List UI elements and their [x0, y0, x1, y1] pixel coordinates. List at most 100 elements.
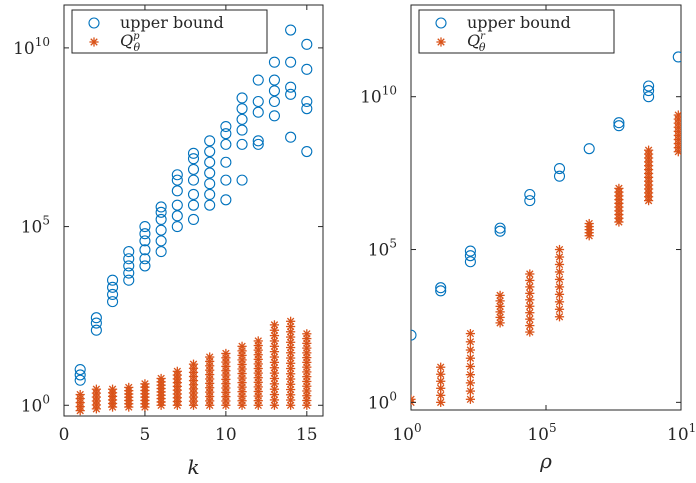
- upper-bound-point: [268, 56, 280, 68]
- q-theta-point: [525, 295, 535, 305]
- q-theta-point: [411, 394, 416, 404]
- upper-bound-point: [464, 245, 476, 257]
- q-theta-point: [269, 341, 280, 351]
- upper-bound-point: [301, 63, 313, 75]
- q-theta-point: [554, 244, 565, 255]
- q-theta-point: [554, 289, 565, 299]
- upper-bound-point: [285, 56, 297, 68]
- upper-bound-point: [171, 210, 183, 222]
- q-theta-point: [584, 218, 594, 229]
- upper-bound-point: [301, 145, 313, 158]
- x-tick-label: 105: [527, 421, 556, 445]
- q-theta-point: [465, 328, 475, 339]
- upper-bound-point: [171, 169, 183, 181]
- axes-frame: [410, 4, 682, 411]
- upper-bound-point: [204, 145, 216, 158]
- upper-bound-point: [74, 374, 86, 386]
- q-theta-point: [436, 362, 446, 372]
- upper-bound-point: [107, 274, 119, 286]
- upper-bound-point: [268, 110, 280, 122]
- upper-bound-point: [268, 85, 280, 97]
- upper-bound-point: [285, 24, 297, 36]
- upper-bound-point: [236, 124, 248, 136]
- q-theta-point: [554, 297, 565, 307]
- upper-bound-point: [123, 267, 135, 279]
- upper-bound-point: [583, 143, 595, 155]
- q-theta-point: [269, 352, 280, 362]
- q-theta-point: [614, 183, 624, 193]
- upper-bound-point: [187, 147, 200, 159]
- upper-bound-point: [139, 260, 151, 272]
- upper-bound-point: [90, 324, 102, 336]
- q-theta-point: [269, 400, 280, 410]
- upper-bound-point: [187, 213, 200, 225]
- y-tick-label: 105: [368, 237, 397, 261]
- upper-bound-point: [285, 88, 297, 100]
- legend-box: [418, 9, 615, 54]
- upper-bound-point: [252, 74, 264, 86]
- upper-bound-point: [613, 117, 625, 129]
- y-tick-label: 1010: [360, 84, 397, 108]
- upper-bound-point: [252, 106, 264, 118]
- upper-bound-point: [301, 95, 313, 108]
- q-theta-point: [436, 390, 446, 400]
- upper-bound-point: [268, 95, 280, 108]
- upper-bound-point: [155, 206, 167, 218]
- upper-bound-point: [435, 282, 447, 294]
- upper-bound-point: [236, 113, 248, 125]
- upper-bound-point: [204, 167, 216, 179]
- y-tick-label: 105: [21, 214, 50, 238]
- upper-bound-point: [90, 317, 102, 329]
- upper-bound-point: [268, 74, 280, 86]
- upper-bound-point: [464, 256, 476, 268]
- q-theta-point: [156, 373, 166, 384]
- upper-bound-point: [187, 188, 200, 200]
- upper-bound-point: [285, 81, 297, 93]
- q-theta-point: [465, 378, 475, 388]
- q-theta-point: [269, 325, 280, 335]
- upper-bound-point: [236, 138, 248, 150]
- q-theta-point: [525, 301, 535, 311]
- upper-bound-point: [187, 163, 200, 175]
- q-theta-point: [465, 370, 475, 380]
- q-theta-point: [172, 366, 182, 376]
- upper-bound-point: [435, 285, 447, 297]
- x-tick-label: 1010: [667, 421, 696, 445]
- upper-bound-point: [74, 363, 86, 376]
- upper-bound-point: [220, 174, 232, 186]
- q-theta-point: [554, 259, 565, 270]
- upper-bound-point: [301, 103, 313, 115]
- q-theta-point: [91, 384, 101, 394]
- upper-bound-point: [155, 201, 167, 213]
- data-marks: [74, 24, 313, 416]
- upper-bound-point: [171, 185, 183, 197]
- upper-bound-point: [643, 80, 655, 92]
- upper-bound-point: [139, 221, 151, 233]
- upper-bound-point: [155, 246, 167, 258]
- upper-bound-point: [107, 281, 119, 293]
- upper-bound-point: [613, 120, 625, 132]
- q-theta-point: [269, 363, 280, 373]
- q-theta-point: [302, 329, 312, 339]
- upper-bound-point: [187, 174, 200, 186]
- upper-bound-point: [139, 253, 151, 265]
- upper-bound-point: [123, 246, 135, 258]
- q-theta-point: [465, 361, 475, 372]
- upper-bound-point: [171, 221, 183, 233]
- upper-bound-point: [204, 188, 216, 200]
- legend-box: [71, 9, 268, 54]
- q-theta-point: [124, 382, 134, 393]
- x-axis-label: ρ: [539, 449, 552, 473]
- q-theta-point: [525, 314, 535, 324]
- legend-asterisk-marker: [89, 37, 99, 47]
- q-theta-point: [465, 386, 475, 396]
- x-tick-label: 100: [392, 421, 421, 445]
- upper-bound-point: [553, 162, 566, 175]
- legend-label: Qp θ: [120, 31, 141, 54]
- upper-bound-point: [220, 156, 232, 168]
- upper-bound-point: [155, 224, 167, 236]
- upper-bound-point: [236, 174, 248, 186]
- q-theta-point: [465, 353, 475, 363]
- q-theta-point: [525, 269, 535, 279]
